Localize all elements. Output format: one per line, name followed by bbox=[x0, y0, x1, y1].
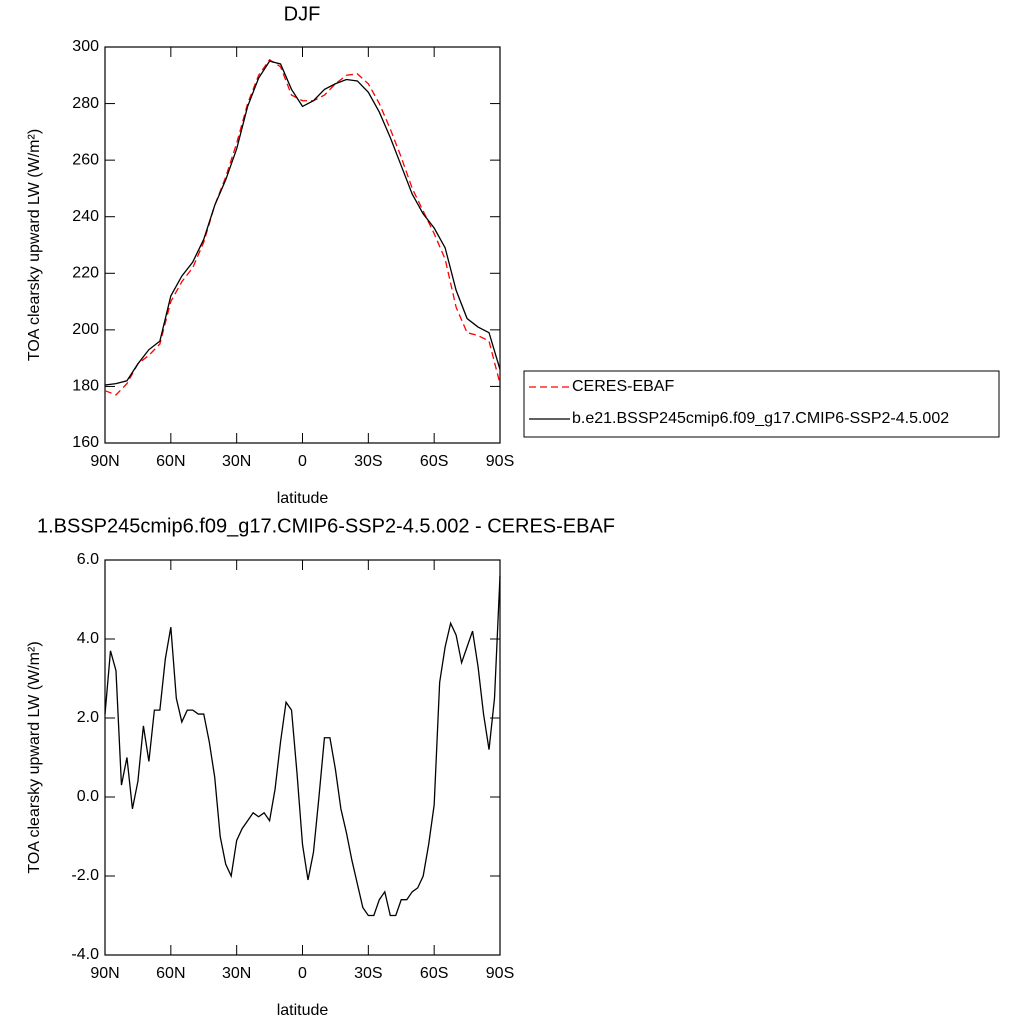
x-tick-label: 60N bbox=[156, 965, 185, 982]
x-tick-label: 30S bbox=[354, 965, 382, 982]
y-tick-label: -2.0 bbox=[71, 867, 99, 884]
legend-label: b.e21.BSSP245cmip6.f09_g17.CMIP6-SSP2-4.… bbox=[572, 410, 949, 427]
y-tick-label: 260 bbox=[72, 151, 99, 168]
y-tick-label: 180 bbox=[72, 378, 99, 395]
y-tick-label: 160 bbox=[72, 434, 99, 451]
x-axis-label: latitude bbox=[277, 1002, 329, 1019]
y-tick-label: -4.0 bbox=[71, 946, 99, 963]
plot-frame bbox=[104, 559, 501, 956]
x-tick-label: 30N bbox=[222, 965, 251, 982]
x-tick-label: 30N bbox=[222, 453, 251, 470]
x-tick-label: 60N bbox=[156, 453, 185, 470]
y-tick-label: 280 bbox=[72, 95, 99, 112]
y-tick-label: 2.0 bbox=[77, 709, 99, 726]
data-line bbox=[104, 575, 501, 917]
y-axis-label: TOA clearsky upward LW (W/m²) bbox=[26, 641, 43, 873]
x-tick-label: 30S bbox=[354, 453, 382, 470]
chart-title: DJF bbox=[284, 3, 321, 25]
y-tick-label: 200 bbox=[72, 321, 99, 338]
x-tick-label: 90N bbox=[90, 965, 119, 982]
y-axis-label: TOA clearsky upward LW (W/m²) bbox=[26, 129, 43, 361]
x-tick-label: 90N bbox=[90, 453, 119, 470]
x-tick-label: 90S bbox=[486, 453, 514, 470]
legend-box bbox=[523, 370, 1000, 438]
data-line bbox=[104, 58, 501, 396]
y-tick-label: 6.0 bbox=[77, 551, 99, 568]
x-tick-label: 90S bbox=[486, 965, 514, 982]
legend-label: CERES-EBAF bbox=[572, 378, 674, 395]
y-tick-label: 0.0 bbox=[77, 788, 99, 805]
x-tick-label: 0 bbox=[298, 965, 307, 982]
x-axis-label: latitude bbox=[277, 490, 329, 507]
y-tick-label: 220 bbox=[72, 265, 99, 282]
y-tick-label: 4.0 bbox=[77, 630, 99, 647]
chart-title: 1.BSSP245cmip6.f09_g17.CMIP6-SSP2-4.5.00… bbox=[37, 515, 615, 537]
data-line bbox=[104, 60, 501, 386]
x-tick-label: 60S bbox=[420, 453, 448, 470]
y-tick-label: 300 bbox=[72, 38, 99, 55]
x-tick-label: 0 bbox=[298, 453, 307, 470]
y-tick-label: 240 bbox=[72, 208, 99, 225]
x-tick-label: 60S bbox=[420, 965, 448, 982]
